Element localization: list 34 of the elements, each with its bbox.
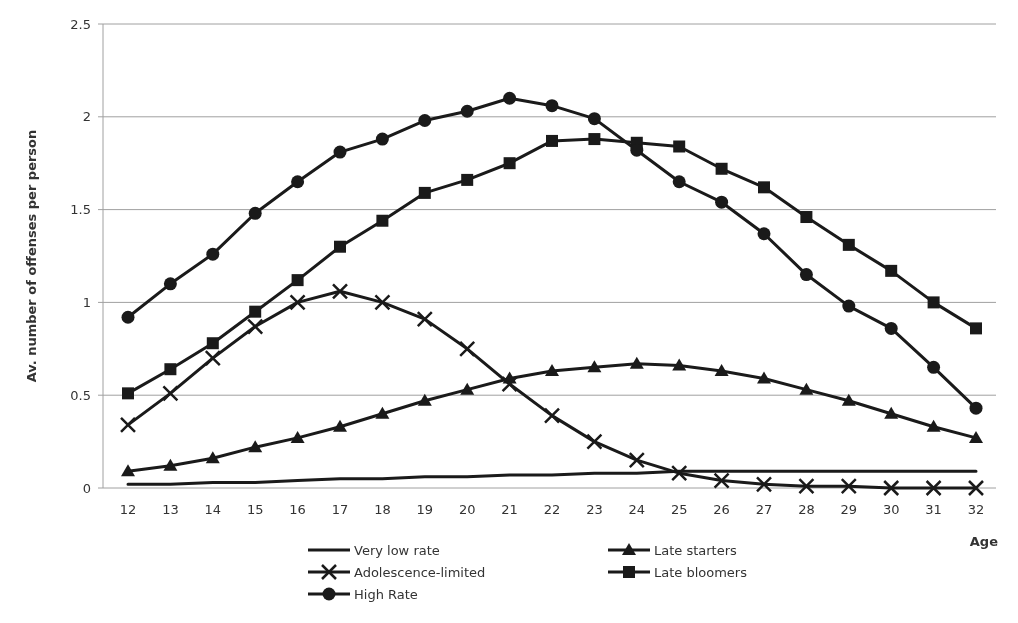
x-tick-label: 28	[798, 502, 815, 517]
x-tick-label: 32	[967, 502, 985, 517]
x-tick-label: 25	[670, 502, 688, 517]
legend-label: Late bloomers	[654, 564, 748, 580]
legend-label: Late starters	[654, 542, 738, 558]
y-tick-label: 0.5	[70, 387, 91, 403]
y-tick-label: 2	[82, 109, 91, 125]
x-tick-label: 14	[204, 502, 222, 517]
x-tick-label: 18	[374, 502, 391, 517]
y-axis-title: Av. number of offenses per person	[24, 129, 39, 383]
x-tick-label: 15	[246, 502, 264, 517]
legend-label: High Rate	[354, 586, 418, 602]
x-axis-title: Age	[969, 534, 999, 549]
x-tick-label: 16	[289, 502, 306, 517]
x-tick-label: 13	[162, 502, 179, 517]
x-tick-label: 23	[586, 502, 603, 517]
x-tick-label: 17	[331, 502, 349, 517]
x-tick-label: 19	[416, 502, 434, 517]
y-tick-label: 0	[82, 480, 91, 496]
x-tick-label: 31	[925, 502, 942, 517]
x-tick-label: 30	[882, 502, 900, 517]
y-tick-label: 2.5	[70, 16, 91, 32]
legend-label: Very low rate	[354, 542, 440, 558]
x-tick-label: 24	[628, 502, 646, 517]
x-tick-label: 26	[713, 502, 730, 517]
x-tick-label: 12	[119, 502, 137, 517]
x-tick-label: 20	[458, 502, 476, 517]
x-tick-label: 29	[840, 502, 858, 517]
x-tick-label: 21	[501, 502, 518, 517]
x-tick-label: 22	[543, 502, 561, 517]
legend-label: Adolescence-limited	[354, 564, 486, 580]
y-tick-label: 1	[82, 294, 91, 310]
y-tick-label: 1.5	[70, 202, 91, 218]
x-tick-label: 27	[755, 502, 773, 517]
